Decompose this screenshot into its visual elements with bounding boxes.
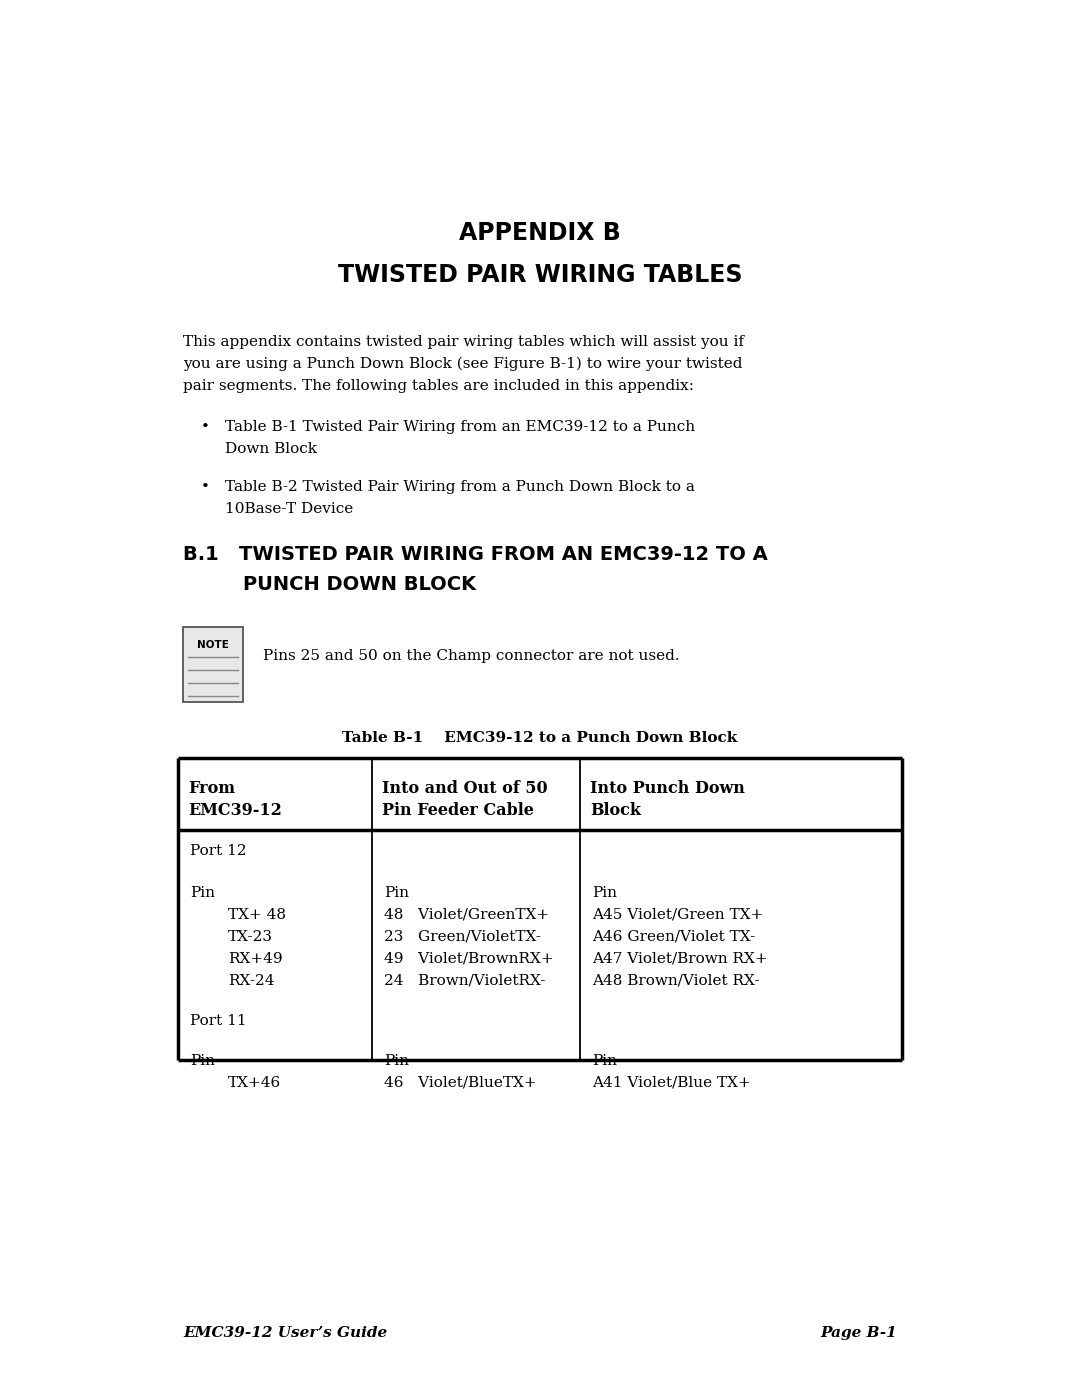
Text: Pin: Pin <box>592 886 617 900</box>
Text: EMC39-12 User’s Guide: EMC39-12 User’s Guide <box>183 1326 388 1340</box>
Text: Pins 25 and 50 on the Champ connector are not used.: Pins 25 and 50 on the Champ connector ar… <box>264 650 679 664</box>
Text: •: • <box>201 481 210 495</box>
Text: PUNCH DOWN BLOCK: PUNCH DOWN BLOCK <box>243 576 476 594</box>
Text: Pin: Pin <box>384 886 409 900</box>
Text: you are using a Punch Down Block (see Figure B-1) to wire your twisted: you are using a Punch Down Block (see Fi… <box>183 358 743 372</box>
Text: 46   Violet/BlueTX+: 46 Violet/BlueTX+ <box>384 1076 537 1090</box>
Text: EMC39-12: EMC39-12 <box>188 802 282 819</box>
Text: B.1   TWISTED PAIR WIRING FROM AN EMC39-12 TO A: B.1 TWISTED PAIR WIRING FROM AN EMC39-12… <box>183 545 768 564</box>
Text: 49   Violet/BrownRX+: 49 Violet/BrownRX+ <box>384 951 554 965</box>
Text: From: From <box>188 780 235 798</box>
Text: A47 Violet/Brown RX+: A47 Violet/Brown RX+ <box>592 951 768 965</box>
Text: 48   Violet/GreenTX+: 48 Violet/GreenTX+ <box>384 908 549 922</box>
Text: 24   Brown/VioletRX-: 24 Brown/VioletRX- <box>384 974 545 988</box>
Text: TX+ 48: TX+ 48 <box>228 908 286 922</box>
Text: APPENDIX B: APPENDIX B <box>459 221 621 244</box>
Text: Table B-2 Twisted Pair Wiring from a Punch Down Block to a: Table B-2 Twisted Pair Wiring from a Pun… <box>225 481 694 495</box>
Text: Into and Out of 50: Into and Out of 50 <box>382 780 548 798</box>
Text: Pin Feeder Cable: Pin Feeder Cable <box>382 802 534 819</box>
Text: Table B-1 Twisted Pair Wiring from an EMC39-12 to a Punch: Table B-1 Twisted Pair Wiring from an EM… <box>225 420 696 434</box>
Text: Pin: Pin <box>592 1053 617 1067</box>
Text: Block: Block <box>590 802 640 819</box>
Text: 10Base-T Device: 10Base-T Device <box>225 502 353 515</box>
Text: TX+46: TX+46 <box>228 1076 281 1090</box>
Text: RX-24: RX-24 <box>228 974 274 988</box>
Text: TX-23: TX-23 <box>228 930 273 944</box>
Text: RX+49: RX+49 <box>228 951 283 965</box>
Text: Down Block: Down Block <box>225 441 318 455</box>
Text: pair segments. The following tables are included in this appendix:: pair segments. The following tables are … <box>183 379 694 393</box>
Text: Page B-1: Page B-1 <box>820 1326 897 1340</box>
Text: Into Punch Down: Into Punch Down <box>590 780 745 798</box>
Text: Pin: Pin <box>190 886 215 900</box>
Text: Port 11: Port 11 <box>190 1014 246 1028</box>
Text: A48 Brown/Violet RX-: A48 Brown/Violet RX- <box>592 974 759 988</box>
Text: A41 Violet/Blue TX+: A41 Violet/Blue TX+ <box>592 1076 751 1090</box>
Text: •: • <box>201 420 210 434</box>
Text: Port 12: Port 12 <box>190 844 246 858</box>
Text: This appendix contains twisted pair wiring tables which will assist you if: This appendix contains twisted pair wiri… <box>183 335 744 349</box>
Text: Pin: Pin <box>190 1053 215 1067</box>
Text: A45 Violet/Green TX+: A45 Violet/Green TX+ <box>592 908 764 922</box>
Text: Table B-1    EMC39-12 to a Punch Down Block: Table B-1 EMC39-12 to a Punch Down Block <box>342 731 738 745</box>
FancyBboxPatch shape <box>183 627 243 703</box>
Text: A46 Green/Violet TX-: A46 Green/Violet TX- <box>592 930 755 944</box>
Text: 23   Green/VioletTX-: 23 Green/VioletTX- <box>384 930 541 944</box>
Text: Pin: Pin <box>384 1053 409 1067</box>
Text: TWISTED PAIR WIRING TABLES: TWISTED PAIR WIRING TABLES <box>338 263 742 286</box>
Text: NOTE: NOTE <box>197 640 229 650</box>
